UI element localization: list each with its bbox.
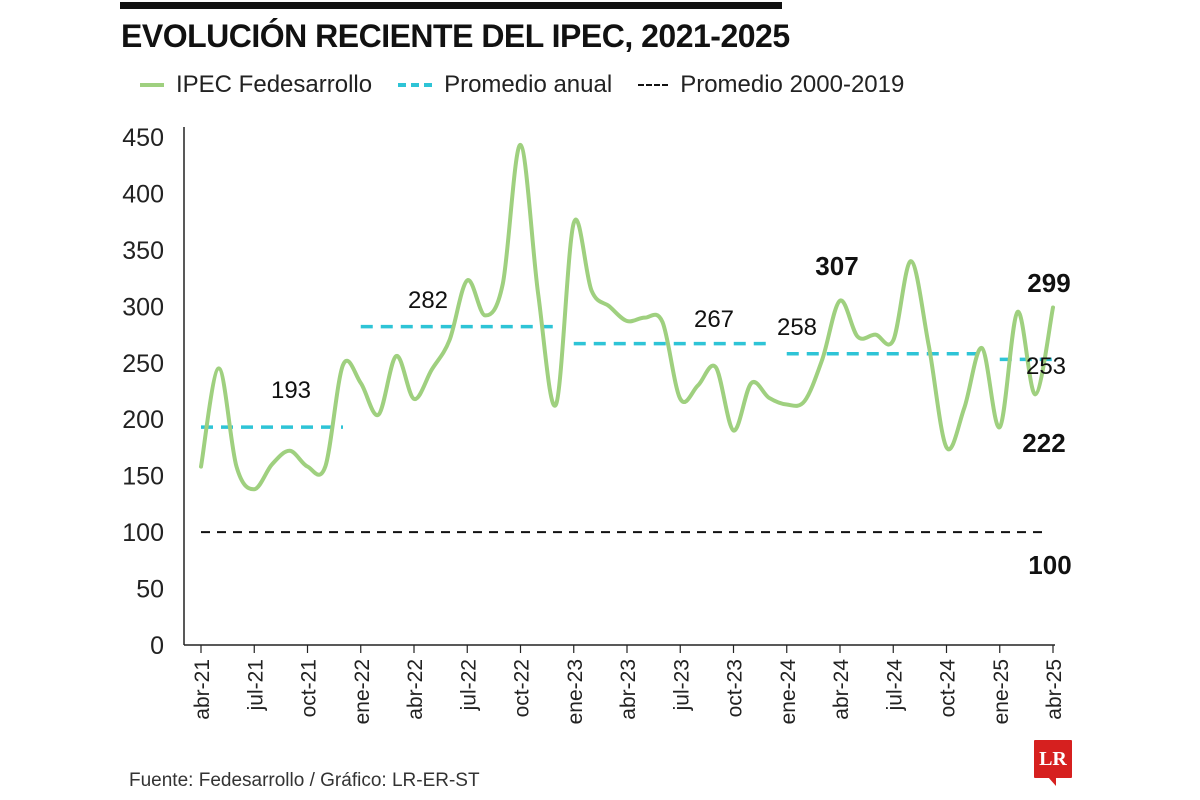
- source-footer: Fuente: Fedesarrollo / Gráfico: LR-ER-ST: [129, 770, 480, 791]
- data-label-282: 282: [408, 287, 448, 314]
- lr-logo: LR: [1034, 740, 1072, 786]
- chart-legend: IPEC Fedesarrollo Promedio anual Promedi…: [140, 70, 930, 100]
- x-tick-label: abr-24: [830, 659, 853, 720]
- x-tick-label: oct-24: [937, 659, 960, 718]
- data-label-253: 253: [1026, 353, 1066, 380]
- legend-label-ipec: IPEC Fedesarrollo: [176, 71, 373, 98]
- legend-swatch-annual-average: [398, 83, 433, 87]
- y-tick-label: 50: [136, 576, 164, 604]
- legend-label-long-average: Promedio 2000-2019: [680, 71, 905, 98]
- y-tick-label: 0: [150, 632, 164, 660]
- legend-swatch-long-average: [638, 84, 669, 86]
- y-tick-label: 300: [122, 293, 164, 321]
- x-tick-label: jul-21: [244, 659, 267, 711]
- y-tick-label: 250: [122, 350, 164, 378]
- data-label-299: 299: [1027, 268, 1070, 298]
- y-tick-label: 200: [122, 406, 164, 434]
- chart-title: EVOLUCIÓN RECIENTE DEL IPEC, 2021-2025: [121, 18, 790, 54]
- y-tick-label: 150: [122, 463, 164, 491]
- x-tick-label: abr-25: [1043, 659, 1066, 720]
- x-tick-label: ene-23: [564, 659, 587, 724]
- y-tick-label: 450: [122, 124, 164, 152]
- x-tick-label: jul-22: [457, 659, 480, 711]
- data-label-258: 258: [777, 314, 817, 341]
- data-label-222: 222: [1022, 428, 1065, 458]
- data-label-307: 307: [815, 251, 858, 281]
- x-tick-label: jul-23: [670, 659, 693, 711]
- data-label-193: 193: [271, 377, 311, 404]
- x-tick-label: abr-23: [617, 659, 640, 720]
- x-tick-label: jul-24: [883, 659, 906, 712]
- data-label-267: 267: [694, 306, 734, 333]
- x-tick-label: oct-23: [724, 659, 747, 717]
- legend-item-annual-average: Promedio anual: [398, 71, 612, 99]
- ipec-line-chart: 0 50 100 150 200 250 300 350 400 450 abr-21 jul-21 o…: [122, 124, 1071, 725]
- title-top-rule: [120, 2, 782, 9]
- x-tick-label: oct-22: [511, 659, 534, 717]
- legend-label-annual-average: Promedio anual: [444, 71, 613, 98]
- legend-swatch-ipec: [140, 83, 164, 87]
- y-tick-label: 400: [122, 180, 164, 208]
- x-tick-label: oct-21: [298, 659, 321, 717]
- legend-item-ipec: IPEC Fedesarrollo: [140, 71, 372, 99]
- x-tick-label: abr-21: [191, 659, 214, 720]
- x-tick-label: ene-25: [990, 659, 1013, 724]
- legend-item-long-average: Promedio 2000-2019: [638, 71, 904, 99]
- data-label-100: 100: [1028, 550, 1071, 580]
- ipec-series-line: [199, 142, 1055, 492]
- x-tick-label: ene-22: [351, 659, 374, 724]
- x-tick-label: abr-22: [404, 659, 427, 720]
- x-tick-label: ene-24: [777, 659, 800, 725]
- y-tick-label: 350: [122, 237, 164, 265]
- y-tick-label: 100: [122, 519, 164, 547]
